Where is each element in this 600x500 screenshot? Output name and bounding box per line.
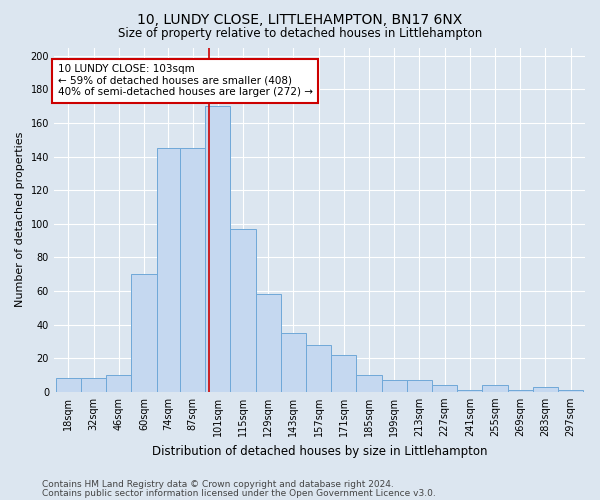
Bar [131,274,157,392]
Bar [533,387,558,392]
Bar [106,375,131,392]
Bar [432,385,457,392]
Text: Contains public sector information licensed under the Open Government Licence v3: Contains public sector information licen… [42,488,436,498]
Bar [230,229,256,392]
Bar [157,148,180,392]
Text: 10 LUNDY CLOSE: 103sqm
← 59% of detached houses are smaller (408)
40% of semi-de: 10 LUNDY CLOSE: 103sqm ← 59% of detached… [58,64,313,98]
Bar [306,345,331,392]
Text: 10, LUNDY CLOSE, LITTLEHAMPTON, BN17 6NX: 10, LUNDY CLOSE, LITTLEHAMPTON, BN17 6NX [137,12,463,26]
Bar [356,375,382,392]
Bar [205,106,230,392]
Bar [508,390,533,392]
X-axis label: Distribution of detached houses by size in Littlehampton: Distribution of detached houses by size … [152,444,487,458]
Bar [482,385,508,392]
Bar [180,148,205,392]
Bar [331,355,356,392]
Bar [558,390,583,392]
Text: Contains HM Land Registry data © Crown copyright and database right 2024.: Contains HM Land Registry data © Crown c… [42,480,394,489]
Bar [382,380,407,392]
Bar [256,294,281,392]
Bar [281,333,306,392]
Bar [56,378,81,392]
Y-axis label: Number of detached properties: Number of detached properties [15,132,25,308]
Bar [81,378,106,392]
Bar [457,390,482,392]
Text: Size of property relative to detached houses in Littlehampton: Size of property relative to detached ho… [118,28,482,40]
Bar [407,380,432,392]
